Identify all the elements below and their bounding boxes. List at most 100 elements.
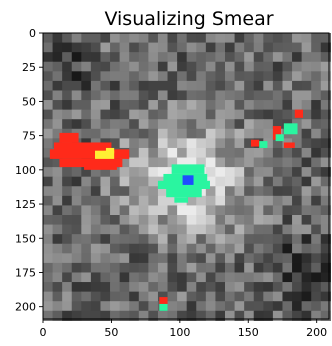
heatmap-cell [110, 301, 121, 312]
heatmap-cell [311, 272, 322, 283]
heatmap-cell [81, 243, 92, 254]
heatmap-cell [301, 186, 312, 197]
heatmap-cell [272, 167, 284, 178]
heatmap-cell [71, 176, 82, 187]
heatmap-cell [100, 215, 111, 226]
heatmap-cell [225, 138, 236, 149]
heatmap-cell [81, 119, 92, 130]
heatmap-cell [148, 243, 159, 254]
heatmap-cell [320, 243, 331, 254]
heatmap-cell [177, 138, 188, 149]
heatmap-cell [205, 100, 217, 111]
heatmap-cell [282, 176, 293, 187]
heatmap-cell [157, 80, 169, 92]
heatmap-cell [215, 310, 226, 321]
heatmap-cell [234, 186, 245, 197]
heatmap-cell [215, 109, 226, 120]
heatmap-cell [311, 52, 322, 63]
heatmap-cell [263, 128, 274, 139]
heatmap-cell [167, 109, 178, 120]
heatmap-cell [320, 253, 331, 264]
heatmap-cell [138, 33, 149, 44]
heatmap-cell [320, 109, 331, 120]
heatmap-cell [215, 33, 226, 44]
heatmap-cell [205, 291, 217, 302]
heatmap-cell [272, 157, 284, 168]
heatmap-cell [186, 205, 197, 216]
heatmap-cell [81, 272, 92, 283]
red-streak [59, 158, 123, 168]
heatmap-cell [119, 71, 130, 82]
heatmap-cell [81, 234, 92, 245]
heatmap-cell [282, 282, 293, 293]
heatmap-cell [148, 301, 159, 312]
x-axis: 0 50 100 150 200 [40, 319, 327, 339]
heatmap-cell [119, 262, 130, 274]
heatmap-cell [62, 310, 73, 321]
heatmap-cell [129, 224, 140, 235]
heatmap-cell [110, 109, 121, 120]
heatmap-cell [90, 205, 102, 216]
heatmap-cell [81, 282, 92, 293]
heatmap-cell [196, 262, 207, 274]
heatmap-cell [215, 42, 226, 53]
heatmap-cell [138, 90, 149, 101]
heatmap-cell [100, 234, 111, 245]
heatmap-cell [177, 243, 188, 254]
heatmap-cell [119, 272, 130, 283]
heatmap-cell [157, 42, 169, 53]
heatmap-cell [282, 61, 293, 72]
heatmap-cell [186, 157, 197, 168]
heatmap-cell [215, 128, 226, 139]
heatmap-cell [311, 80, 322, 92]
heatmap-cell [110, 205, 121, 216]
heatmap-cell [234, 301, 245, 312]
heatmap-cell [282, 80, 293, 92]
heatmap-cell [244, 109, 255, 120]
heatmap-cell [320, 310, 331, 321]
heatmap-cell [157, 100, 169, 111]
heatmap-cell [263, 301, 274, 312]
heatmap-cell [110, 310, 121, 321]
heatmap-cell [186, 100, 197, 111]
heatmap-cell [43, 234, 54, 245]
heatmap-cell [129, 61, 140, 72]
heatmap-cell [244, 138, 255, 149]
heatmap-cell [225, 128, 236, 139]
heatmap-cell [292, 195, 303, 207]
heatmap-cell [186, 243, 197, 254]
heatmap-cell [129, 272, 140, 283]
heatmap-cell [71, 224, 82, 235]
heatmap-cell [52, 33, 63, 44]
heatmap-cell [215, 90, 226, 101]
heatmap-cell [272, 282, 284, 293]
heatmap-cell [263, 243, 274, 254]
heatmap-cell [205, 301, 217, 312]
heatmap-cell [225, 33, 236, 44]
heatmap-cell [71, 90, 82, 101]
heatmap-cell [110, 71, 121, 82]
heatmap-cell [52, 272, 63, 283]
heatmap-cell [148, 147, 159, 159]
heatmap-cell [148, 253, 159, 264]
heatmap-cell [225, 301, 236, 312]
heatmap-cell [320, 195, 331, 207]
heatmap-cell [186, 291, 197, 302]
heatmap-cell [234, 90, 245, 101]
heatmap-cell [119, 138, 130, 149]
heatmap-cell [52, 243, 63, 254]
heatmap-cell [71, 205, 82, 216]
heatmap-cell [62, 195, 73, 207]
heatmap-cell [62, 224, 73, 235]
heatmap-cell [177, 128, 188, 139]
heatmap-cell [138, 282, 149, 293]
heatmap-cell [292, 80, 303, 92]
heatmap-cell [138, 291, 149, 302]
heatmap-cell [43, 128, 54, 139]
heatmap-cell [292, 167, 303, 178]
heatmap-cell [196, 52, 207, 63]
heatmap-cell [110, 186, 121, 197]
heatmap-cell [43, 52, 54, 63]
y-tick-label: 100 [15, 164, 36, 177]
heatmap-cell [177, 147, 188, 159]
